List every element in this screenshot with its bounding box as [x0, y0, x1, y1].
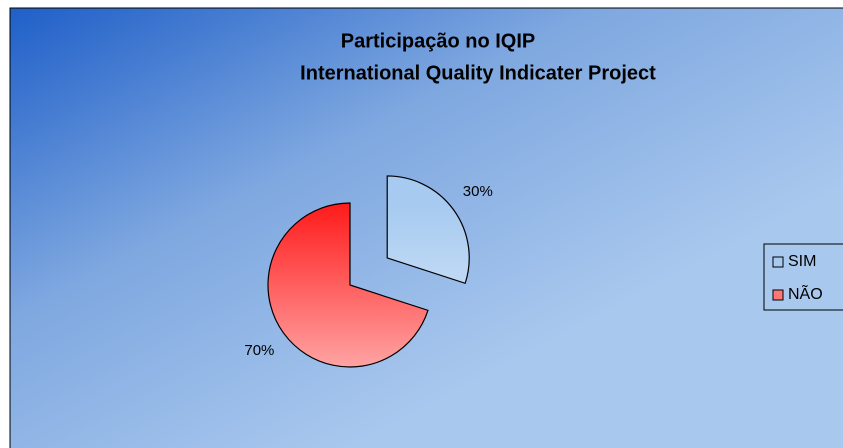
pie-slice [267, 202, 429, 368]
data-label: 30% [463, 183, 493, 200]
chart-title: Participação no IQIP [341, 30, 536, 52]
legend-label: SIM [788, 253, 816, 270]
pie-slice [386, 175, 470, 285]
chart-subtitle: International Quality Indicater Project [300, 62, 656, 84]
data-label: 70% [244, 342, 274, 359]
legend-label: NÃO [788, 283, 823, 303]
legend-swatch [772, 256, 784, 268]
legend-swatch [772, 289, 784, 301]
legend: SIM NÃO [772, 253, 823, 303]
